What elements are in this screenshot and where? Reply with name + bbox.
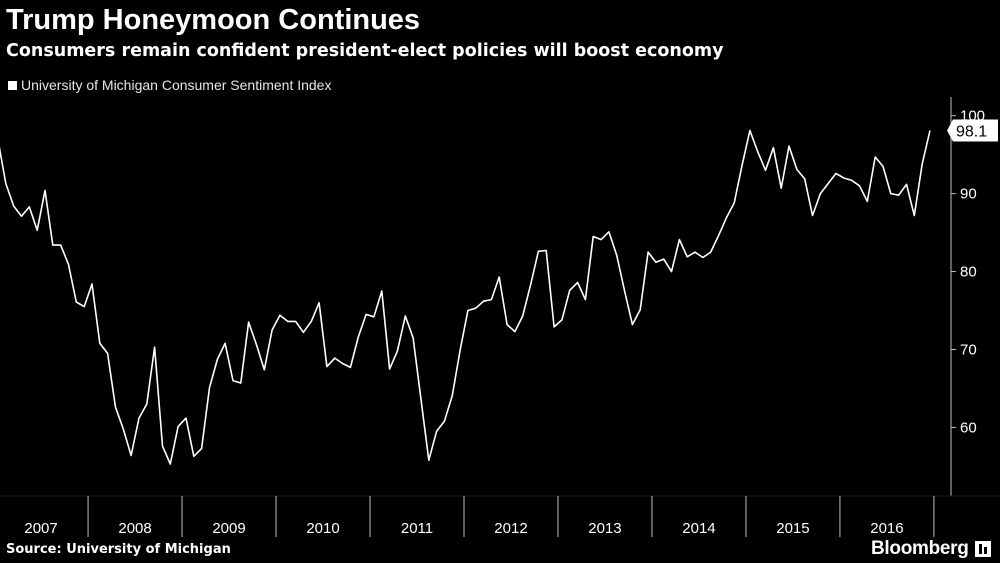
x-tick-label: 2008	[118, 520, 151, 537]
y-tick-label: 80	[960, 264, 977, 281]
y-tick-label: 90	[960, 186, 977, 203]
x-tick-label: 2011	[401, 520, 433, 537]
y-tick-label: 60	[960, 419, 977, 436]
y-tick-label: 70	[960, 341, 977, 358]
brand-logo: Bloomberg	[871, 538, 991, 560]
series-group	[0, 129, 931, 465]
x-tick-label: 2009	[212, 520, 245, 537]
chart-title: Trump Honeymoon Continues	[6, 4, 421, 36]
legend-swatch	[8, 80, 17, 90]
last-value-badge	[947, 119, 998, 142]
x-tick-label: 2014	[682, 520, 715, 537]
x-tick-label: 2013	[588, 520, 621, 537]
brand-mark-icon	[974, 541, 991, 557]
x-tick-label: 2012	[494, 520, 527, 537]
legend: University of Michigan Consumer Sentimen…	[8, 76, 331, 94]
brand-name: Bloomberg	[871, 538, 969, 559]
last-value-label: 98.1	[956, 124, 987, 141]
chart-subtitle: Consumers remain confident president-ele…	[6, 41, 724, 61]
x-tick-label: 2016	[870, 520, 903, 537]
legend-label: University of Michigan Consumer Sentimen…	[21, 77, 332, 93]
x-axis: 2007 2008 2009 2010 2011 2012 2013 2014 2015 2016	[0, 495, 1000, 537]
last-value-group: 98.1	[947, 119, 998, 142]
x-tick-label: 2007	[24, 520, 57, 537]
x-tick-label: 2015	[776, 520, 809, 537]
x-tick-label: 2010	[306, 520, 339, 537]
series-line	[0, 129, 931, 465]
source-note: Source: University of Michigan	[6, 542, 231, 557]
